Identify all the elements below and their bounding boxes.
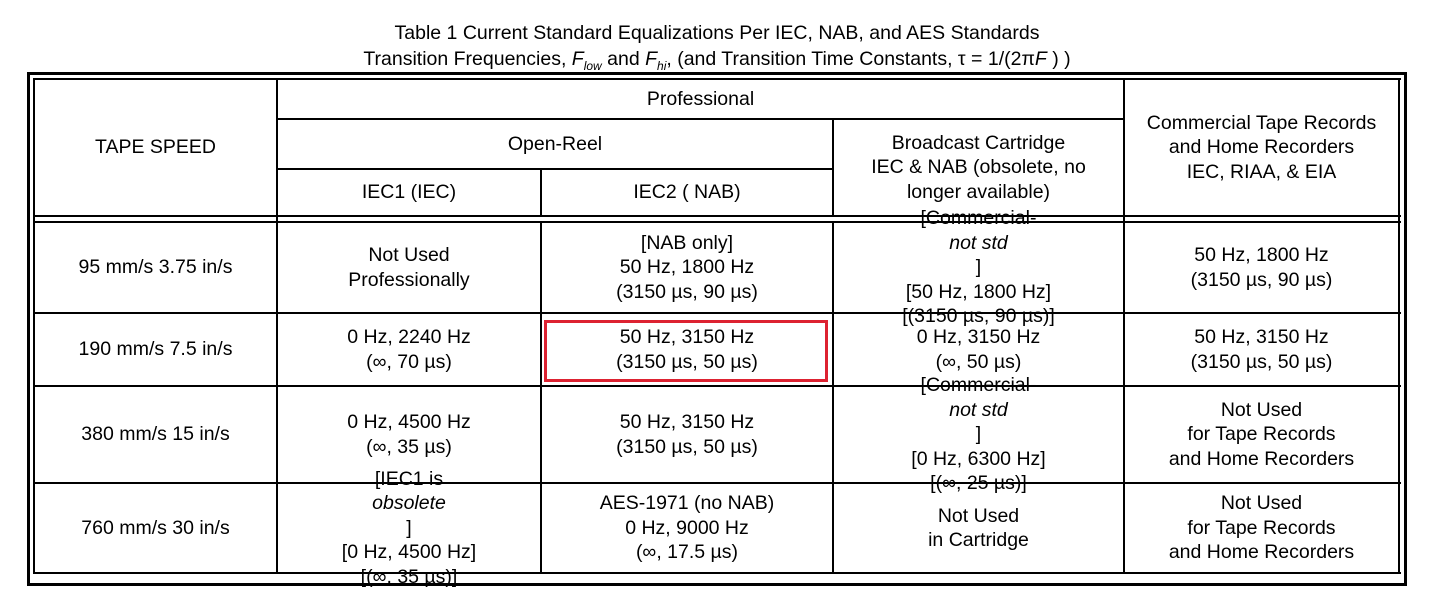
row-4-commercial: Not Used for Tape Records and Home Recorde… xyxy=(1168,492,1355,564)
row-rule-1 xyxy=(33,312,1401,314)
row-1-broadcast: [Commercial-not std] [50 Hz, 1800 Hz] [(31… xyxy=(902,207,1055,328)
header-professional: Professional xyxy=(646,87,755,110)
row-3-commercial: Not Used for Tape Records and Home Recorde… xyxy=(1168,398,1355,470)
row-1-iec2: [NAB only] 50 Hz, 1800 Hz (3150 µs, 90 µs) xyxy=(616,231,758,303)
table-caption-title: Table 1 Current Standard Equalizations P… xyxy=(394,22,1040,44)
row-2-iec1: 0 Hz, 2240 Hz (∞, 70 µs) xyxy=(347,326,471,373)
col-rule-iec1-body xyxy=(540,221,542,574)
row-2-speed: 190 mm/s 7.5 in/s xyxy=(78,338,233,361)
open-reel-rule xyxy=(277,168,833,170)
table-caption-subtitle: Transition Frequencies, Flow and Fhi, (a… xyxy=(363,48,1071,73)
header-iec2: IEC2 ( NAB) xyxy=(633,181,741,204)
col-rule-left xyxy=(33,78,35,574)
row-rule-2 xyxy=(33,385,1401,387)
row-3-speed: 380 mm/s 15 in/s xyxy=(81,423,230,446)
row-3-iec2: 50 Hz, 3150 Hz (3150 µs, 50 µs) xyxy=(616,411,758,458)
body-top-rule xyxy=(33,221,1401,223)
header-top-rule xyxy=(33,78,1401,80)
row-1-iec1: Not Used Professionally xyxy=(348,244,470,291)
row-3-broadcast: [Commercial-not std] [0 Hz, 6300 Hz] [(∞, … xyxy=(911,374,1046,495)
col-rule-iec2-body xyxy=(832,221,834,574)
col-rule-right xyxy=(1398,78,1400,574)
row-4-iec1: [IEC1 is obsolete] [0 Hz, 4500 Hz] [(∞, 35… xyxy=(341,467,477,588)
col-rule-iec2 xyxy=(832,118,834,217)
row-4-broadcast: Not Used in Cartridge xyxy=(928,504,1029,552)
col-rule-broadcast xyxy=(1123,78,1125,574)
row-4-iec2: AES-1971 (no NAB) 0 Hz, 9000 Hz (∞, 17.5 µ… xyxy=(599,492,775,564)
highlight-box xyxy=(544,320,828,382)
table-outer-frame xyxy=(27,72,1407,586)
col-rule-iec1 xyxy=(540,168,542,217)
body-bottom-rule xyxy=(33,572,1401,574)
header-tape-speed: TAPE SPEED xyxy=(94,136,216,159)
row-2-iec2: 50 Hz, 3150 Hz (3150 µs, 50 µs) xyxy=(616,326,758,373)
col-rule-speed xyxy=(276,78,278,574)
professional-rule xyxy=(277,118,1124,120)
header-bottom-rule xyxy=(33,215,1401,217)
row-4-speed: 760 mm/s 30 in/s xyxy=(81,516,230,539)
row-3-iec1: 0 Hz, 4500 Hz (∞, 35 µs) xyxy=(347,411,471,458)
header-iec1: IEC1 (IEC) xyxy=(361,181,457,204)
row-2-broadcast: 0 Hz, 3150 Hz (∞, 50 µs) xyxy=(916,326,1041,373)
header-broadcast-cartridge: Broadcast Cartridge IEC & NAB (obsolete, … xyxy=(871,131,1086,203)
row-1-speed: 95 mm/s 3.75 in/s xyxy=(78,256,233,279)
row-1-commercial: 50 Hz, 1800 Hz (3150 µs, 90 µs) xyxy=(1190,244,1333,291)
row-2-commercial: 50 Hz, 3150 Hz (3150 µs, 50 µs) xyxy=(1190,326,1333,373)
header-commercial: Commercial Tape Records and Home Recorder… xyxy=(1146,111,1377,183)
row-rule-3 xyxy=(33,482,1401,484)
header-open-reel: Open-Reel xyxy=(507,132,603,155)
